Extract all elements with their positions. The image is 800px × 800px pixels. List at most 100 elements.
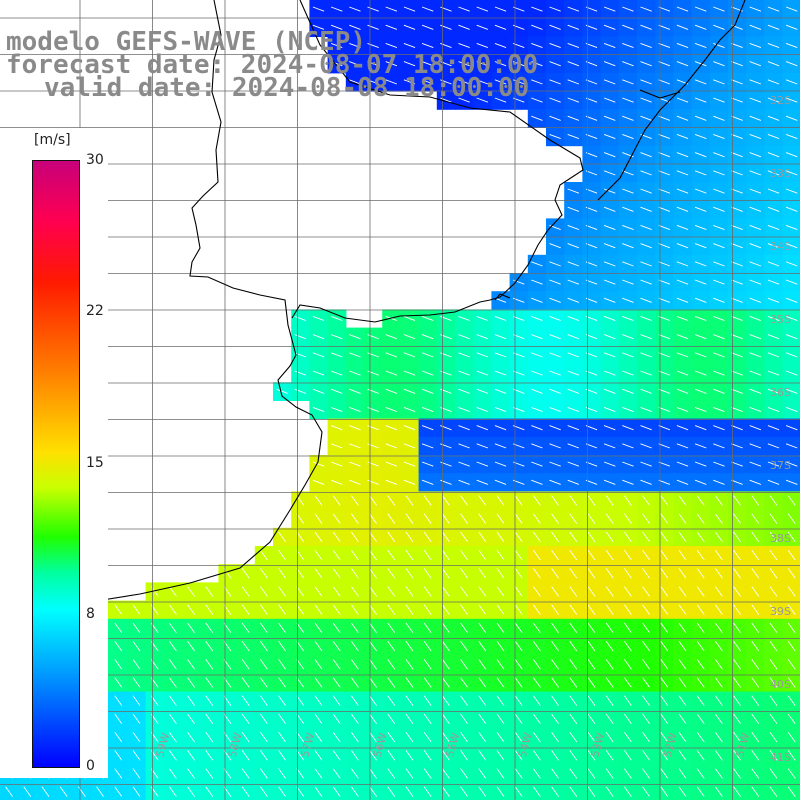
- wind-arrow: [787, 604, 796, 615]
- wind-arrow: [496, 549, 505, 561]
- wind-arrow: [387, 713, 396, 725]
- wind-arrow: [713, 297, 725, 303]
- wind-arrow: [694, 315, 707, 322]
- wind-arrow: [332, 768, 341, 779]
- wind-arrow: [785, 479, 798, 485]
- wind-arrow: [603, 206, 616, 212]
- wind-arrow: [460, 495, 468, 506]
- wind-arrow: [642, 659, 650, 670]
- wind-arrow: [587, 640, 596, 652]
- wind-arrow: [567, 79, 580, 85]
- wind-arrow: [367, 425, 379, 431]
- wind-cell: [782, 728, 800, 747]
- wind-arrow: [314, 549, 323, 561]
- wind-arrow: [785, 133, 798, 140]
- wind-arrow: [713, 188, 725, 194]
- wind-arrow: [731, 443, 743, 449]
- wind-arrow: [423, 622, 432, 634]
- wind-arrow: [569, 677, 578, 688]
- wind-arrow: [330, 425, 343, 431]
- wind-arrow: [387, 695, 396, 706]
- wind-arrow: [114, 731, 123, 743]
- wind-arrow: [531, 406, 543, 413]
- wind-arrow: [622, 279, 634, 285]
- wind-arrow: [169, 713, 177, 725]
- wind-arrow: [603, 279, 616, 285]
- wind-arrow: [369, 549, 377, 561]
- wind-arrow: [767, 133, 780, 140]
- wind-arrow: [678, 768, 687, 779]
- wind-arrow: [549, 352, 561, 358]
- wind-arrow: [713, 352, 725, 358]
- wind-cell: [18, 782, 37, 800]
- wind-arrow: [751, 568, 760, 579]
- wind-arrow: [460, 750, 468, 761]
- wind-arrow: [314, 604, 323, 615]
- wind-arrow: [423, 640, 432, 652]
- wind-arrow: [260, 695, 268, 706]
- wind-arrow: [330, 406, 343, 413]
- wind-arrow: [241, 604, 250, 615]
- wind-arrow: [642, 531, 650, 543]
- wind-arrow: [696, 622, 705, 634]
- wind-arrow: [385, 79, 398, 85]
- wind-arrow: [603, 334, 616, 340]
- wind-arrow: [731, 406, 743, 413]
- wind-arrow: [423, 695, 432, 706]
- longitude-label: 55W: [443, 731, 462, 759]
- wind-arrow: [460, 786, 468, 797]
- wind-arrow: [514, 549, 523, 561]
- wind-cell: [291, 782, 310, 800]
- wind-arrow: [642, 549, 650, 561]
- wind-arrow: [624, 531, 632, 543]
- wind-arrow: [531, 370, 543, 376]
- latitude-label: 36S: [770, 386, 791, 399]
- wind-arrow: [514, 750, 523, 761]
- wind-arrow: [460, 640, 468, 652]
- wind-arrow: [678, 713, 687, 725]
- wind-arrow: [549, 79, 561, 85]
- wind-arrow: [367, 61, 379, 67]
- wind-arrow: [696, 695, 705, 706]
- wind-arrow: [605, 677, 614, 688]
- wind-arrow: [785, 297, 798, 303]
- wind-arrow: [713, 315, 725, 322]
- wind-arrow: [694, 224, 707, 231]
- wind-arrow: [751, 695, 760, 706]
- wind-arrow: [660, 531, 669, 543]
- latitude-label: 34S: [770, 240, 791, 253]
- wind-arrow: [715, 640, 723, 652]
- wind-arrow: [678, 586, 687, 597]
- wind-arrow: [694, 152, 707, 158]
- wind-arrow: [751, 731, 760, 743]
- wind-arrow: [476, 97, 489, 103]
- wind-arrow: [496, 495, 505, 506]
- wind-arrow: [622, 370, 634, 376]
- wind-arrow: [622, 297, 634, 303]
- wind-arrow: [23, 786, 32, 797]
- wind-arrow: [533, 750, 541, 761]
- wind-arrow: [349, 79, 361, 85]
- wind-arrow: [642, 513, 650, 524]
- wind-arrow: [405, 713, 414, 725]
- wind-arrow: [533, 677, 541, 688]
- latitude-label: 37S: [770, 459, 791, 472]
- wind-arrow: [421, 315, 434, 322]
- wind-arrow: [312, 334, 325, 340]
- colorbar-unit-label: [m/s]: [34, 132, 71, 148]
- wind-arrow: [531, 24, 543, 30]
- wind-arrow: [405, 568, 414, 579]
- wind-arrow: [514, 531, 523, 543]
- wind-arrow: [769, 713, 778, 725]
- wind-arrow: [642, 750, 650, 761]
- wind-arrow: [749, 24, 762, 30]
- wind-arrow: [751, 531, 760, 543]
- wind-arrow: [330, 370, 343, 376]
- wind-arrow: [549, 115, 561, 121]
- wind-arrow: [642, 622, 650, 634]
- wind-arrow: [605, 568, 614, 579]
- wind-arrow: [478, 586, 487, 597]
- wind-arrow: [713, 461, 725, 467]
- wind-arrow: [403, 79, 416, 85]
- wind-arrow: [403, 42, 416, 49]
